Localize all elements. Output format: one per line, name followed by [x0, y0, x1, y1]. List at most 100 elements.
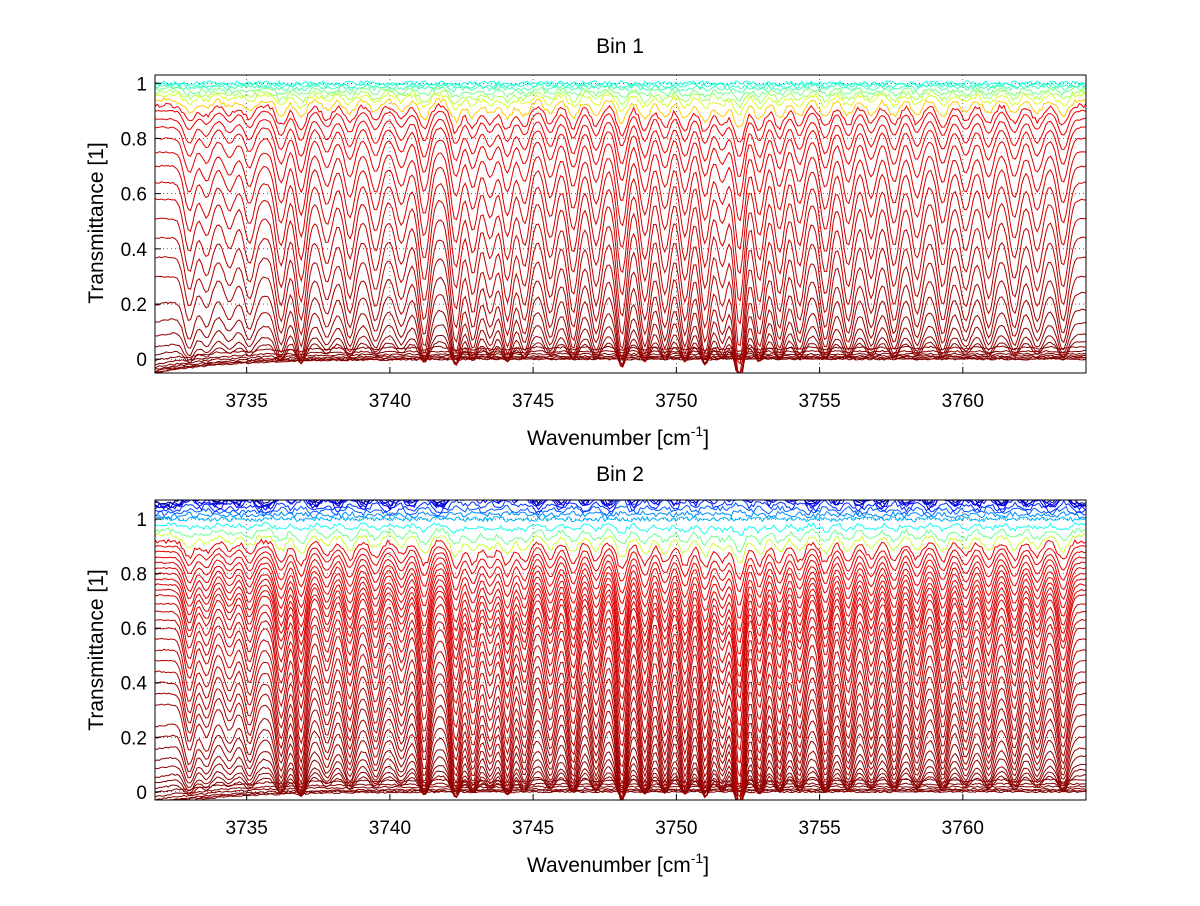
transmittance-curve: [154, 217, 1087, 347]
transmittance-curve: [154, 610, 1087, 727]
transmittance-curve: [154, 602, 1087, 712]
axes-box: [154, 74, 1087, 374]
x-tick-labels: 3735 3740 3745 3750 3755 3760: [226, 794, 984, 839]
data-curves: [154, 79, 1087, 374]
subplot-title: Bin 2: [596, 463, 644, 486]
transmittance-curve: [154, 345, 1087, 362]
transmittance-curve: [155, 236, 1087, 365]
x-axis-label-text: Wavenumber [cm: [527, 427, 691, 450]
y-tick-labels: 0 0.2 0.4 0.6 0.8 1: [121, 510, 161, 804]
transmittance-curve: [154, 355, 1087, 373]
x-axis-label-bracket: ]: [703, 854, 709, 877]
transmittance-curve: [154, 117, 1087, 177]
transmittance-curve: [154, 81, 1087, 90]
transmittance-curve: [154, 181, 1087, 302]
transmittance-curve: [154, 566, 1087, 644]
x-tick-labels: 3735 3740 3745 3750 3755 3760: [226, 367, 984, 412]
x-tick-label: 3735: [226, 818, 268, 839]
transmittance-curve: [154, 572, 1087, 655]
transmittance-curve: [154, 90, 1087, 116]
y-tick-label: 0.4: [121, 674, 148, 695]
transmittance-curve: [154, 637, 1087, 764]
y-tick-label: 0.8: [121, 565, 147, 586]
y-tick-label: 1: [136, 510, 147, 531]
transmittance-curve: [154, 275, 1087, 374]
x-axis-label-text: Wavenumber [cm: [527, 854, 691, 877]
transmittance-curve: [154, 515, 1087, 523]
transmittance-curve: [154, 532, 1087, 564]
x-axis-label-unit-exponent: -1: [691, 850, 704, 866]
transmittance-curve: [154, 747, 1087, 801]
x-tick-label: 3750: [655, 818, 697, 839]
transmittance-curve: [154, 556, 1087, 619]
transmittance-curve: [154, 627, 1087, 752]
transmittance-curve: [154, 736, 1087, 801]
x-axis-label: Wavenumber [cm-1]: [527, 423, 709, 450]
x-tick-label: 3740: [369, 818, 411, 839]
transmittance-curve: [154, 618, 1087, 739]
x-axis-label-bracket: ]: [703, 427, 709, 450]
x-tick-label: 3750: [655, 391, 697, 412]
x-tick-label: 3740: [369, 391, 411, 412]
transmittance-curve: [154, 725, 1087, 801]
x-tick-label: 3735: [226, 391, 268, 412]
y-tick-label: 0.8: [121, 129, 147, 150]
x-tick-label: 3745: [512, 818, 554, 839]
transmittance-curve: [154, 577, 1087, 668]
transmittance-curve: [154, 538, 1087, 581]
x-tick-label: 3755: [798, 818, 840, 839]
transmittance-curve: [154, 126, 1087, 197]
y-tick-label: 1: [136, 74, 147, 95]
subplot-bin-1: Bin 1 3735 3740 3745 3750 3755 3760 0 0.2 0.4 0.…: [85, 35, 1087, 450]
y-axis-label: Transmittance [1]: [85, 569, 108, 730]
x-tick-label: 3760: [942, 391, 984, 412]
transmittance-curve: [154, 164, 1087, 275]
y-tick-label: 0: [136, 350, 147, 371]
transmittance-curve: [154, 198, 1087, 325]
transmittance-curve: [154, 545, 1087, 593]
subplot-title: Bin 1: [596, 35, 644, 58]
transmittance-curve: [154, 714, 1086, 801]
transmittance-curve: [154, 97, 1087, 128]
transmittance-curve: [154, 648, 1087, 778]
y-tick-label: 0.2: [121, 295, 147, 316]
y-tick-label: 0.6: [121, 185, 147, 206]
x-tick-label: 3755: [798, 391, 840, 412]
transmittance-curve: [154, 670, 1087, 798]
axes-box: [154, 499, 1087, 801]
transmittance-curve: [154, 291, 1087, 374]
transmittance-curve: [154, 102, 1087, 143]
transmittance-curve: [154, 594, 1087, 699]
y-tick-label: 0.6: [121, 619, 147, 640]
data-curves: [154, 498, 1087, 801]
transmittance-curve: [154, 703, 1087, 801]
x-tick-label: 3745: [512, 391, 554, 412]
x-axis-label-unit-exponent: -1: [691, 423, 704, 439]
y-axis-label: Transmittance [1]: [85, 142, 108, 303]
x-axis-label: Wavenumber [cm-1]: [527, 850, 709, 877]
transmittance-curve: [154, 88, 1087, 109]
transmittance-curve: [154, 137, 1087, 222]
transmittance-curve: [154, 681, 1087, 801]
transmittance-curve: [154, 561, 1087, 632]
transmittance-curve: [154, 502, 1087, 517]
transmittance-curve: [154, 79, 1087, 87]
y-tick-label: 0.4: [121, 240, 148, 261]
transmittance-curve: [154, 256, 1087, 374]
y-tick-labels: 0 0.2 0.4 0.6 0.8 1: [121, 74, 161, 371]
transmittance-curve: [154, 692, 1087, 801]
transmittance-curve: [154, 151, 1087, 250]
y-tick-label: 0.2: [121, 728, 147, 749]
transmittance-curve: [154, 109, 1087, 157]
transmittance-curve: [154, 527, 1087, 553]
subplot-bin-2: Bin 2 3735 3740 3745 3750 3755 3760 0 0.2 0.4 0.…: [85, 463, 1087, 877]
y-tick-label: 0: [136, 783, 147, 804]
transmittance-curve: [154, 308, 1087, 374]
x-tick-label: 3760: [942, 818, 984, 839]
transmittance-curve: [154, 659, 1086, 789]
transmittance-curve: [154, 583, 1087, 677]
transmittance-curve: [154, 521, 1087, 537]
transmittance-curve: [154, 86, 1087, 102]
